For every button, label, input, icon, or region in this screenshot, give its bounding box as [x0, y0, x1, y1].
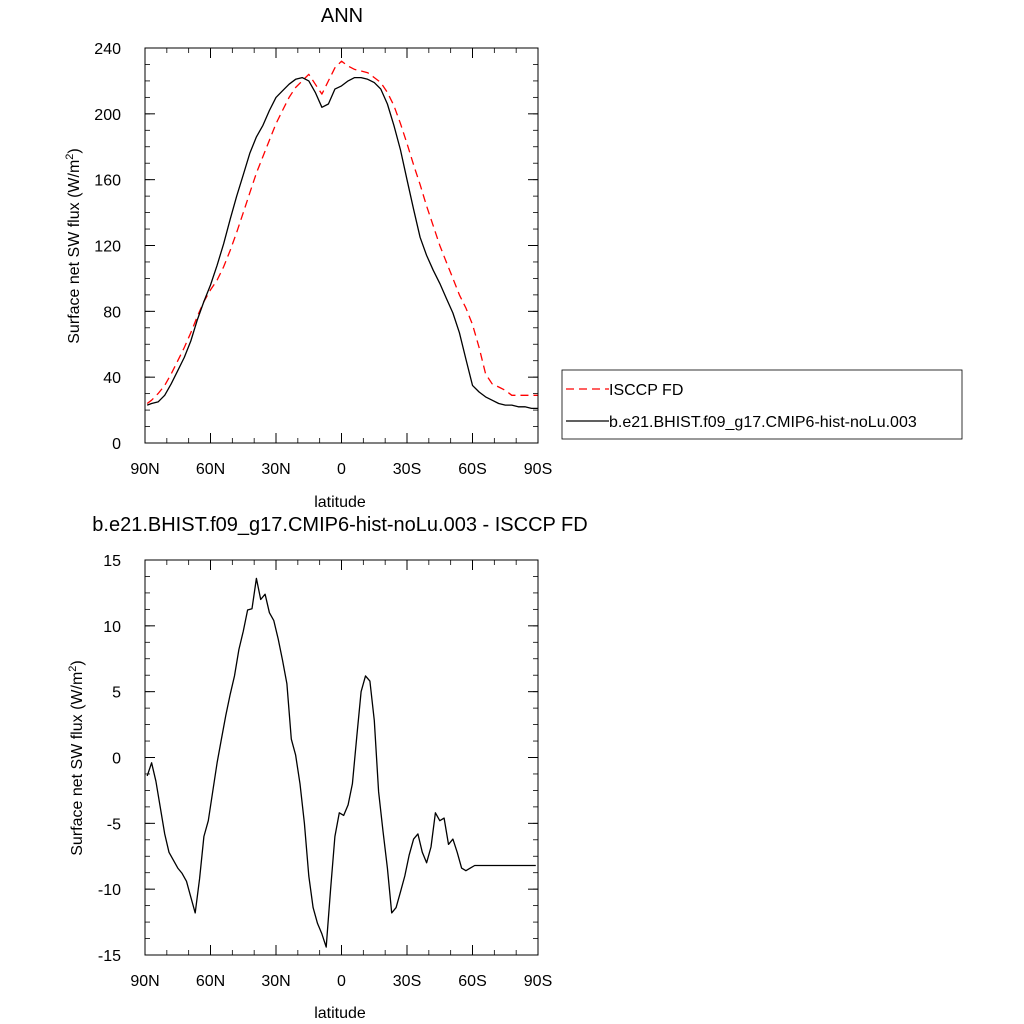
chart-bottom-series-line-0: [146, 577, 536, 948]
chart-bottom-ytick-label: -15: [98, 948, 121, 965]
chart-top: ANN latitude Surface net SW flux (W/m2) …: [64, 5, 552, 511]
chart-top-xlabel: latitude: [314, 494, 366, 511]
chart-bottom-xtick-label: 60N: [196, 973, 225, 990]
chart-bottom-frame: [144, 559, 539, 956]
chart-bottom-xtick-label: 30N: [261, 973, 290, 990]
chart-bottom-xtick-label: 90N: [130, 973, 159, 990]
chart-top-xtick-label: 30N: [261, 461, 290, 478]
legend-label-model: b.e21.BHIST.f09_g17.CMIP6-hist-noLu.003: [609, 414, 917, 431]
chart-bottom-ylabel: Surface net SW flux (W/m2): [67, 660, 86, 856]
chart-top-xtick-label: 0: [337, 461, 346, 478]
chart-top-xtick-label: 60N: [196, 461, 225, 478]
chart-top-axes: 90N 60N 30N 0 30S 60S 90S 0 40 80 120 160 200 240: [94, 41, 552, 478]
chart-top-ytick-label: 0: [112, 436, 121, 453]
chart-top-ytick-label: 160: [94, 173, 121, 190]
chart-bottom-ytick-label: 10: [103, 619, 121, 636]
chart-bottom-ytick-label: 0: [112, 751, 121, 768]
chart-bottom-ytick-label: 5: [112, 685, 121, 702]
chart-top-xtick-label: 60S: [458, 461, 486, 478]
legend: ISCCP FD b.e21.BHIST.f09_g17.CMIP6-hist-…: [561, 369, 963, 440]
legend-label-isccp: ISCCP FD: [609, 382, 683, 399]
chart-bottom-xtick-label: 90S: [524, 973, 552, 990]
chart-top-series-line-0: [146, 60, 538, 405]
chart-top-xtick-label: 30S: [393, 461, 421, 478]
chart-top-title: ANN: [321, 5, 363, 27]
chart-top-ytick-label: 240: [94, 41, 121, 58]
chart-bottom-ytick-label: -5: [107, 816, 121, 833]
chart-top-ytick-label: 200: [94, 107, 121, 124]
chart-bottom-title: b.e21.BHIST.f09_g17.CMIP6-hist-noLu.003 …: [92, 514, 587, 536]
chart-top-ytick-label: 80: [103, 304, 121, 321]
chart-bottom-ytick-label: -10: [98, 882, 121, 899]
chart-top-frame: [144, 47, 539, 444]
chart-bottom: b.e21.BHIST.f09_g17.CMIP6-hist-noLu.003 …: [67, 514, 588, 1022]
chart-top-ytick-label: 40: [103, 370, 121, 387]
chart-bottom-xlabel: latitude: [314, 1005, 366, 1022]
chart-bottom-series: [146, 577, 536, 948]
chart-bottom-ytick-label: 15: [103, 553, 121, 570]
chart-top-xtick-label: 90N: [130, 461, 159, 478]
chart-top-series: [146, 60, 538, 410]
chart-top-ytick-label: 120: [94, 239, 121, 256]
legend-box: [561, 369, 963, 440]
chart-bottom-xtick-label: 0: [337, 973, 346, 990]
chart-top-series-line-1: [146, 76, 538, 410]
chart-top-xtick-label: 90S: [524, 461, 552, 478]
chart-bottom-xtick-label: 60S: [458, 973, 486, 990]
chart-bottom-xtick-label: 30S: [393, 973, 421, 990]
chart-top-ylabel: Surface net SW flux (W/m2): [64, 148, 83, 344]
chart-bottom-axes: 90N 60N 30N 0 30S 60S 90S -15 -10 -5 0 5 10 15: [98, 553, 552, 990]
